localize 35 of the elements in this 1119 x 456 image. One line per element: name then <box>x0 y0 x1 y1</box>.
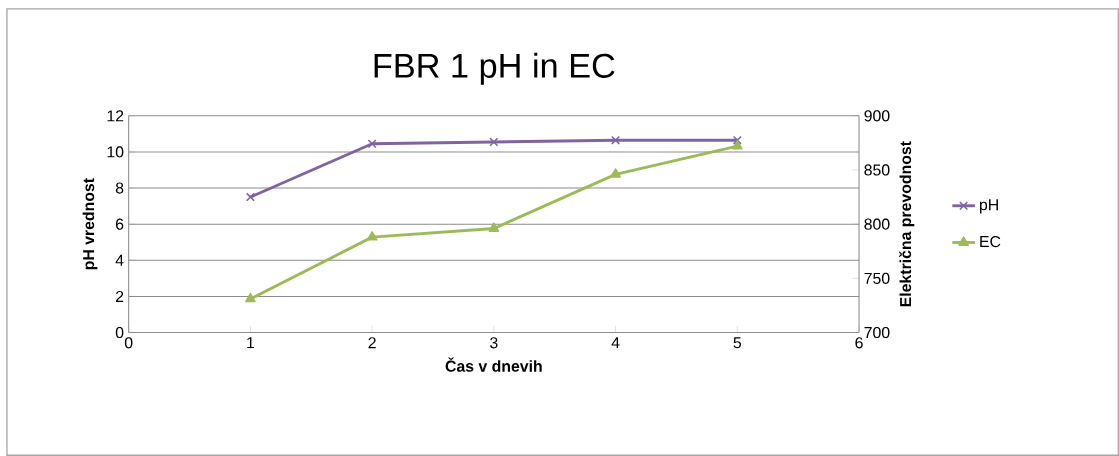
point <box>488 222 500 232</box>
y-tick-label: 10 <box>107 146 124 158</box>
point <box>245 192 255 202</box>
x-tick-label: 3 <box>490 337 498 349</box>
point <box>245 292 256 303</box>
y-tick-label: 12 <box>107 110 124 122</box>
x-tick-label: 4 <box>611 337 620 349</box>
y-axis-title: pH vrednost <box>82 178 98 270</box>
x-tick-label: 2 <box>368 337 376 349</box>
y-tick-label: 2 <box>115 290 124 302</box>
y-tick-label: 6 <box>116 218 124 230</box>
chart-title: FBR 1 pH in EC <box>374 52 615 85</box>
point <box>731 140 743 150</box>
legend-label: EC <box>980 236 1001 248</box>
y2-tick-label: 700 <box>864 326 890 339</box>
point <box>489 137 499 147</box>
y2-tick-label: 800 <box>864 218 890 230</box>
x-tick-label: 1 <box>247 337 255 349</box>
x-axis-title: Čas v dnevih <box>445 357 542 372</box>
point <box>611 135 621 145</box>
y-tick-label: 8 <box>115 182 124 194</box>
x-tick-label: 5 <box>733 337 742 349</box>
x-tick-label: 6 <box>855 337 863 349</box>
point <box>610 168 621 178</box>
x-tick-label: 0 <box>124 337 133 349</box>
point <box>732 135 742 145</box>
y-tick-label: 0 <box>115 326 124 339</box>
y2-tick-label: 900 <box>864 110 890 122</box>
y2-axis-title: Električna prevodnost <box>899 141 915 307</box>
y-tick-label: 4 <box>115 254 124 266</box>
y2-tick-label: 850 <box>864 164 890 176</box>
legend-label: pH <box>979 199 998 214</box>
point <box>367 139 377 149</box>
y2-tick-label: 750 <box>864 272 890 284</box>
point <box>366 231 378 241</box>
